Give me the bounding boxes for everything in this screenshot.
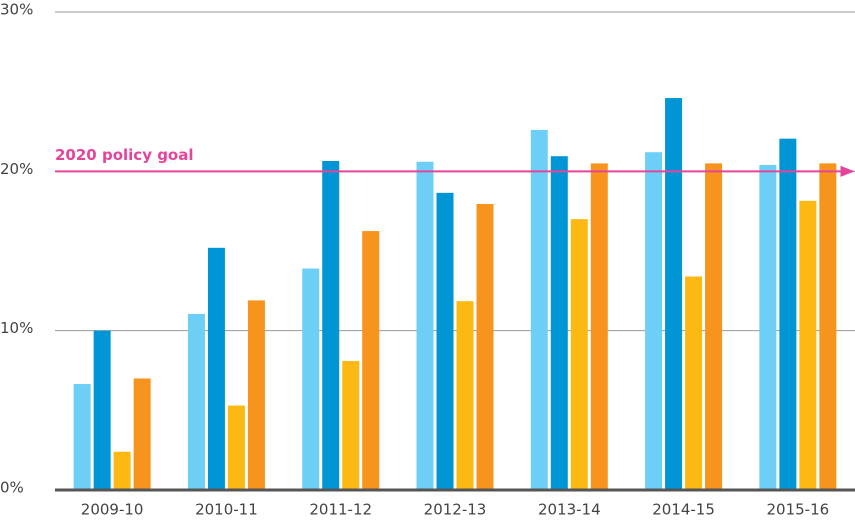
bar bbox=[759, 164, 777, 490]
x-tick-label: 2013-14 bbox=[538, 501, 601, 519]
bar bbox=[705, 163, 723, 490]
bar bbox=[819, 163, 837, 490]
x-tick-label: 2010-11 bbox=[195, 501, 258, 519]
bar bbox=[73, 384, 91, 490]
goal-label: 2020 policy goal bbox=[55, 146, 194, 164]
bar bbox=[476, 203, 494, 490]
bar bbox=[530, 129, 548, 490]
bar bbox=[685, 276, 703, 490]
bar bbox=[550, 156, 568, 491]
bar bbox=[133, 378, 151, 490]
bar bbox=[570, 219, 588, 490]
y-tick-label: 10% bbox=[0, 319, 33, 337]
bar bbox=[779, 138, 797, 491]
x-tick-label: 2014-15 bbox=[652, 501, 715, 519]
bar bbox=[113, 451, 131, 490]
x-tick-label: 2009-10 bbox=[81, 501, 144, 519]
bar bbox=[456, 301, 474, 490]
bar bbox=[227, 405, 245, 490]
bar bbox=[436, 192, 454, 491]
bar bbox=[302, 268, 320, 490]
bar bbox=[207, 247, 225, 490]
bar bbox=[187, 313, 205, 490]
bar bbox=[247, 300, 265, 490]
x-tick-label: 2012-13 bbox=[424, 501, 487, 519]
y-tick-label: 0% bbox=[0, 479, 24, 497]
bar bbox=[322, 160, 340, 490]
x-tick-label: 2011-12 bbox=[309, 501, 372, 519]
bar bbox=[590, 163, 608, 490]
bar bbox=[342, 360, 360, 490]
bar bbox=[93, 330, 111, 490]
x-tick-label: 2015-16 bbox=[767, 501, 830, 519]
bar bbox=[416, 161, 434, 491]
bar bbox=[362, 231, 380, 491]
y-tick-label: 30% bbox=[0, 1, 33, 19]
y-tick-label: 20% bbox=[0, 160, 33, 178]
bar bbox=[645, 152, 663, 491]
bar bbox=[799, 200, 817, 490]
bar bbox=[665, 98, 683, 490]
